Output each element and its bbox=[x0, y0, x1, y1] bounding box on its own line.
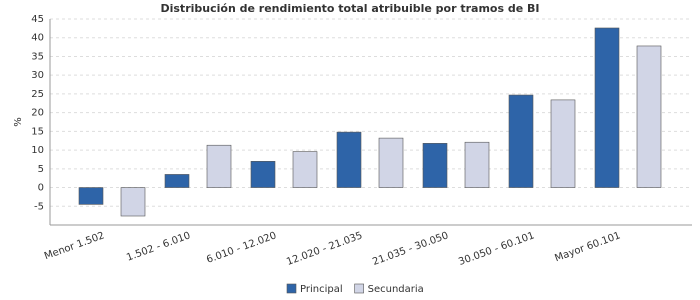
y-tick-label: 20 bbox=[31, 108, 44, 119]
legend-label: Principal bbox=[300, 284, 343, 295]
x-tick-label: Mayor 60.101 bbox=[553, 230, 622, 264]
legend-label: Secundaria bbox=[368, 284, 424, 295]
legend-swatch bbox=[354, 283, 364, 294]
bar bbox=[250, 161, 276, 188]
bar bbox=[120, 187, 146, 217]
legend-swatch bbox=[286, 283, 297, 294]
y-tick-label: 5 bbox=[38, 164, 44, 175]
bar bbox=[292, 151, 318, 188]
y-tick-label: 15 bbox=[31, 126, 44, 137]
x-tick-label: 6.010 - 12.020 bbox=[205, 230, 278, 266]
chart-title: Distribución de rendimiento total atribu… bbox=[160, 2, 539, 15]
y-tick-label: 30 bbox=[31, 70, 44, 81]
bar bbox=[550, 99, 576, 188]
bar bbox=[78, 187, 104, 205]
x-tick-label: 21.035 - 30.050 bbox=[371, 230, 450, 268]
y-tick-label: 40 bbox=[31, 33, 44, 44]
y-tick-label: 10 bbox=[31, 145, 44, 156]
y-tick-label: 35 bbox=[31, 51, 44, 62]
y-tick-label: 0 bbox=[38, 183, 44, 194]
bar bbox=[206, 144, 232, 188]
y-tick-label: 45 bbox=[31, 14, 44, 25]
x-tick-label: 30.050 - 60.101 bbox=[457, 230, 536, 268]
x-tick-label: 1.502 - 6.010 bbox=[125, 230, 192, 263]
bar bbox=[164, 174, 190, 188]
bar bbox=[508, 94, 534, 188]
x-tick-label: 12.020 - 21.035 bbox=[285, 230, 364, 268]
x-tick-label: Menor 1.502 bbox=[43, 230, 106, 262]
y-axis-label: % bbox=[13, 117, 24, 127]
bar bbox=[464, 141, 490, 188]
bar bbox=[636, 45, 662, 188]
y-tick-label: -5 bbox=[34, 201, 44, 212]
bar bbox=[422, 143, 448, 188]
bar bbox=[594, 27, 620, 188]
y-tick-label: 25 bbox=[31, 89, 44, 100]
bar bbox=[336, 131, 362, 188]
bar bbox=[378, 137, 404, 188]
